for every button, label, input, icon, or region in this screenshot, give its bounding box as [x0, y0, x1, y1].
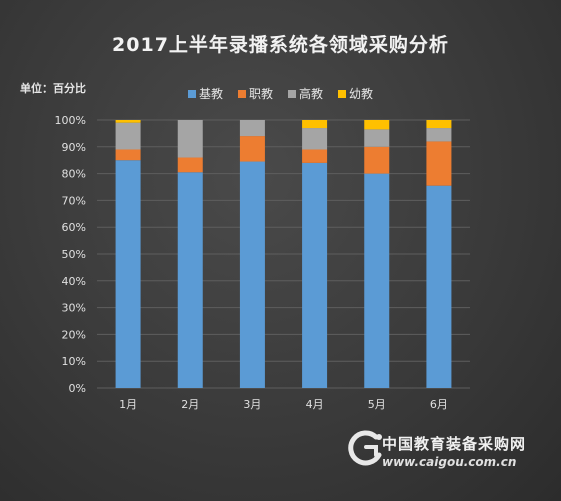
y-tick-label: 30%: [62, 302, 86, 315]
y-tick-label: 20%: [62, 328, 86, 341]
x-tick-label: 5月: [368, 398, 386, 411]
bar-segment: [426, 141, 452, 186]
legend-label: 高教: [299, 86, 323, 101]
x-tick-label: 3月: [243, 398, 261, 411]
legend-swatch: [188, 90, 196, 98]
bar-segment: [177, 157, 203, 173]
y-tick-label: 0%: [69, 382, 86, 395]
bar-segment: [426, 128, 452, 142]
legend-swatch: [338, 90, 346, 98]
chart-title: 2017上半年录播系统各领域采购分析: [112, 34, 449, 56]
bar-segment: [426, 185, 452, 388]
y-tick-label: 90%: [62, 141, 86, 154]
bar-segment: [115, 122, 141, 150]
bar-segment: [364, 173, 390, 388]
bar-segment: [426, 120, 452, 129]
unit-label: 单位：百分比: [20, 82, 86, 95]
watermark-url: www.caigou.com.cn: [382, 455, 517, 469]
watermark-name: 中国教育装备采购网: [382, 435, 527, 453]
bar-segment: [239, 136, 265, 162]
caigou-logo-icon: [348, 430, 382, 466]
x-tick-label: 1月: [119, 398, 137, 411]
bar-segment: [364, 129, 390, 147]
y-tick-label: 40%: [62, 275, 86, 288]
x-tick-label: 4月: [306, 398, 324, 411]
x-tick-label: 2月: [181, 398, 199, 411]
bar-segment: [364, 146, 390, 174]
legend-label: 幼教: [349, 86, 373, 101]
bar-segment: [115, 120, 141, 123]
y-tick-label: 50%: [62, 248, 86, 261]
bar-segment: [302, 162, 328, 388]
legend-swatch: [238, 90, 246, 98]
y-tick-label: 100%: [55, 114, 86, 127]
bar-segment: [115, 160, 141, 388]
bar-segment: [115, 149, 141, 161]
bar-segment: [302, 128, 328, 150]
legend-label: 基教: [199, 86, 223, 101]
y-tick-label: 80%: [62, 168, 86, 181]
legend-swatch: [288, 90, 296, 98]
y-tick-label: 70%: [62, 194, 86, 207]
y-tick-label: 60%: [62, 221, 86, 234]
bar-segment: [239, 120, 265, 137]
bar-segment: [302, 120, 328, 129]
legend-label: 职教: [249, 86, 273, 101]
bar-segment: [177, 172, 203, 388]
watermark: 中国教育装备采购网 www.caigou.com.cn: [346, 427, 546, 477]
bar-segment: [239, 161, 265, 388]
bar-segment: [364, 120, 390, 130]
bar-segment: [302, 149, 328, 163]
y-tick-label: 10%: [62, 355, 86, 368]
x-tick-label: 6月: [430, 398, 448, 411]
bar-segment: [177, 120, 203, 158]
